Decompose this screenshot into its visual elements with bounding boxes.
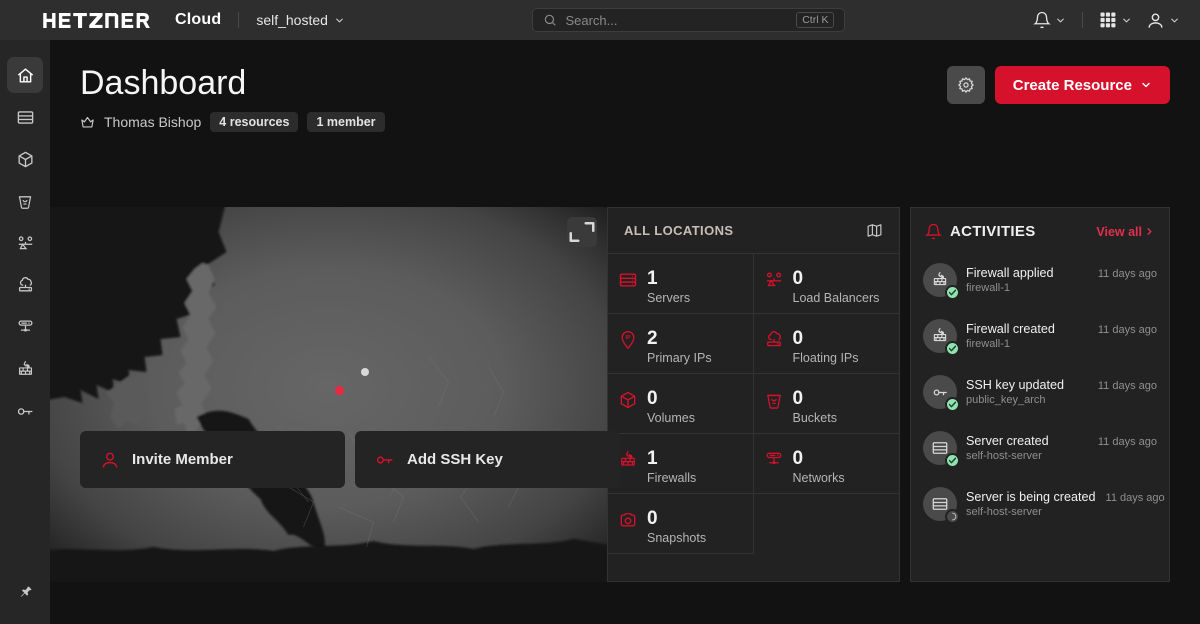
- svg-text:IP: IP: [626, 335, 631, 341]
